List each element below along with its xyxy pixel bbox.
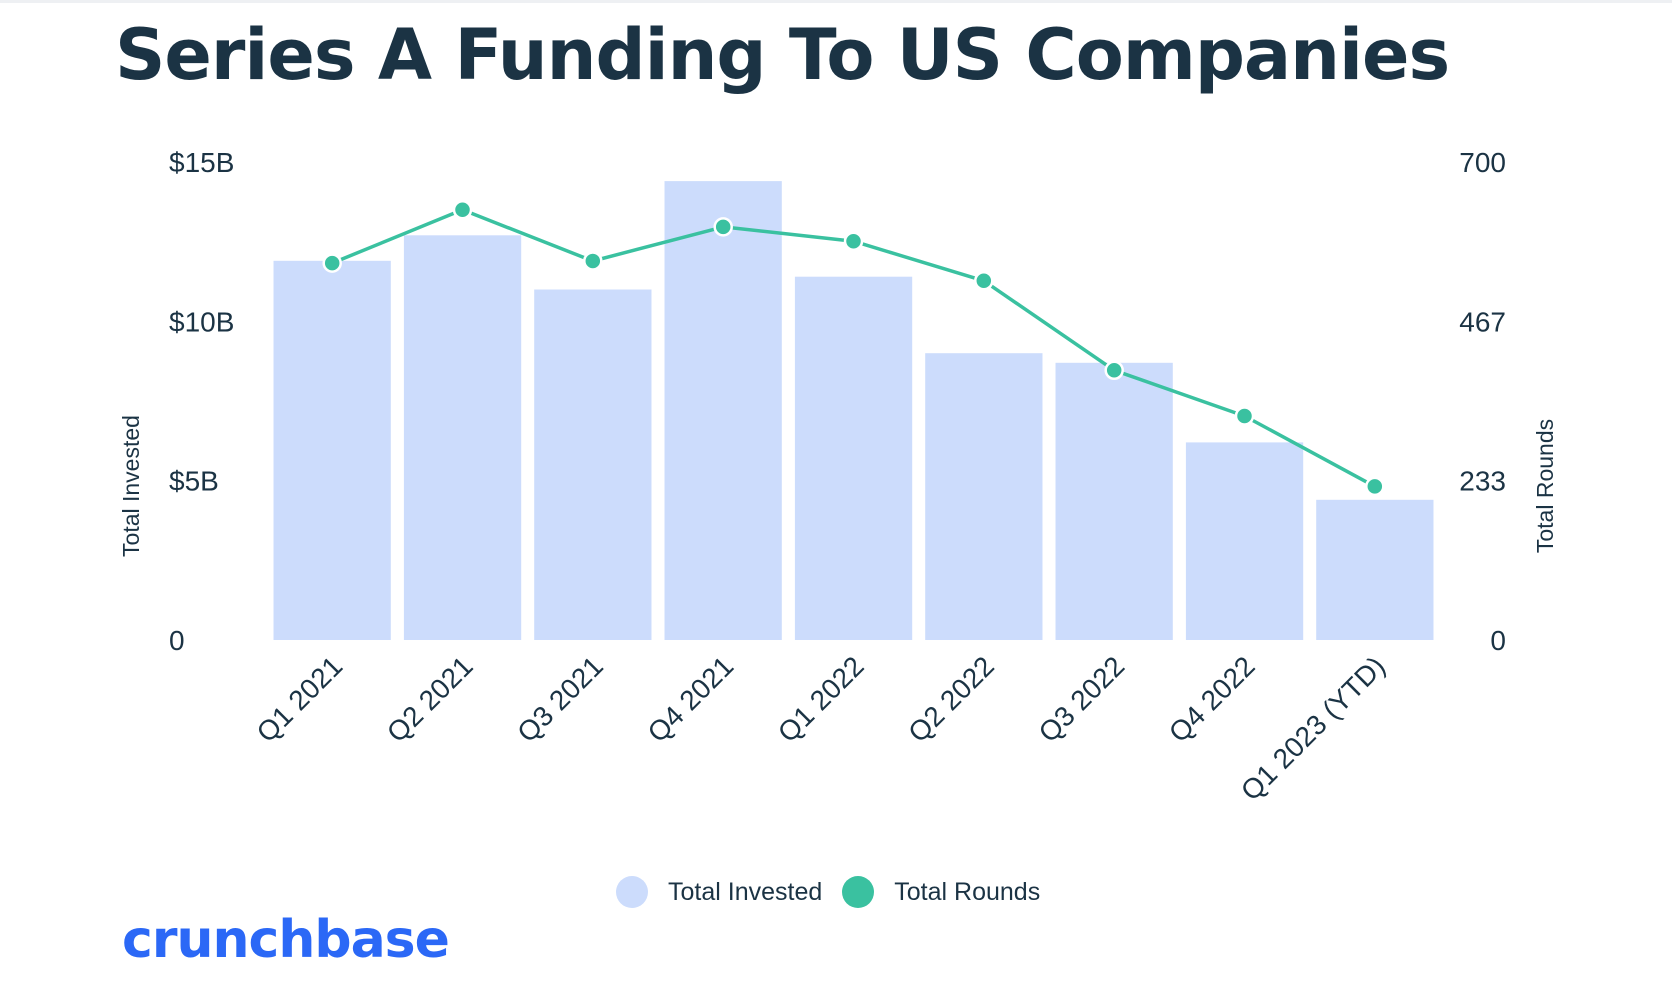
bar-q1-2023-ytd[interactable] [1316,499,1434,640]
x-tick-label-q3-2022: Q3 2022 [1033,650,1131,748]
right-tick-label: 0 [1490,625,1506,656]
left-tick-label: $10B [169,306,234,337]
chart-title: Series A Funding To US Companies [115,14,1450,96]
x-tick-label-q2-2022: Q2 2022 [902,650,1000,748]
point-q1-2022[interactable] [843,231,864,251]
line-series-total-rounds [322,200,1385,497]
point-q2-2022[interactable] [974,271,994,291]
left-axis-ticks: 0 $5B $10B $15B [169,147,234,656]
x-tick-label-q4-2022: Q4 2022 [1163,650,1261,748]
bar-q2-2021[interactable] [403,235,522,641]
x-tick-label-q1-2022: Q1 2022 [772,650,870,748]
right-tick-label: 467 [1459,306,1506,337]
x-tick-label-q2-2021: Q2 2021 [381,650,479,748]
bar-q3-2022[interactable] [1055,362,1173,640]
legend-label-total-invested: Total Invested [668,877,823,906]
x-tick-label-q4-2021: Q4 2021 [642,650,740,748]
left-axis-title: Total Invested [118,415,144,557]
bar-q4-2021[interactable] [664,181,782,640]
bar-q1-2021[interactable] [273,260,391,640]
bar-q4-2022[interactable] [1185,442,1304,640]
right-tick-label: 233 [1459,466,1506,497]
legend-label-total-rounds: Total Rounds [894,877,1041,906]
legend: Total Invested Total Rounds [616,876,1060,908]
legend-item-total-rounds[interactable]: Total Rounds [842,876,1040,908]
bar-series-total-invested [273,181,1434,641]
x-tick-label-q3-2021: Q3 2021 [511,650,609,748]
legend-item-total-invested[interactable]: Total Invested [616,876,822,908]
legend-swatch-total-invested [616,876,648,908]
crunchbase-logo: crunchbase [122,910,450,970]
x-axis-ticks: Q1 2021 Q2 2021 Q3 2021 Q4 2021 Q1 2022 Q2 20… [251,650,1391,806]
legend-swatch-total-rounds [842,876,875,908]
point-q4-2021[interactable] [713,217,733,237]
left-tick-label: $5B [169,466,219,497]
point-q3-2021[interactable] [583,251,603,271]
point-q4-2022[interactable] [1234,406,1255,426]
point-q2-2021[interactable] [452,200,473,220]
bar-q3-2021[interactable] [534,289,652,641]
right-axis-title: Total Rounds [1532,419,1558,553]
point-q1-2023-ytd[interactable] [1365,476,1385,497]
point-q3-2022[interactable] [1104,360,1124,381]
bar-q2-2022[interactable] [925,353,1043,640]
x-tick-label-q1-2021: Q1 2021 [251,650,349,748]
right-axis-ticks: 0 233 467 700 [1459,147,1506,656]
top-rule [0,0,1672,3]
left-tick-label: $15B [169,147,234,178]
point-q1-2021[interactable] [322,253,342,273]
right-tick-label: 700 [1459,147,1506,178]
left-tick-label: 0 [169,625,185,656]
bar-q1-2022[interactable] [794,276,913,640]
